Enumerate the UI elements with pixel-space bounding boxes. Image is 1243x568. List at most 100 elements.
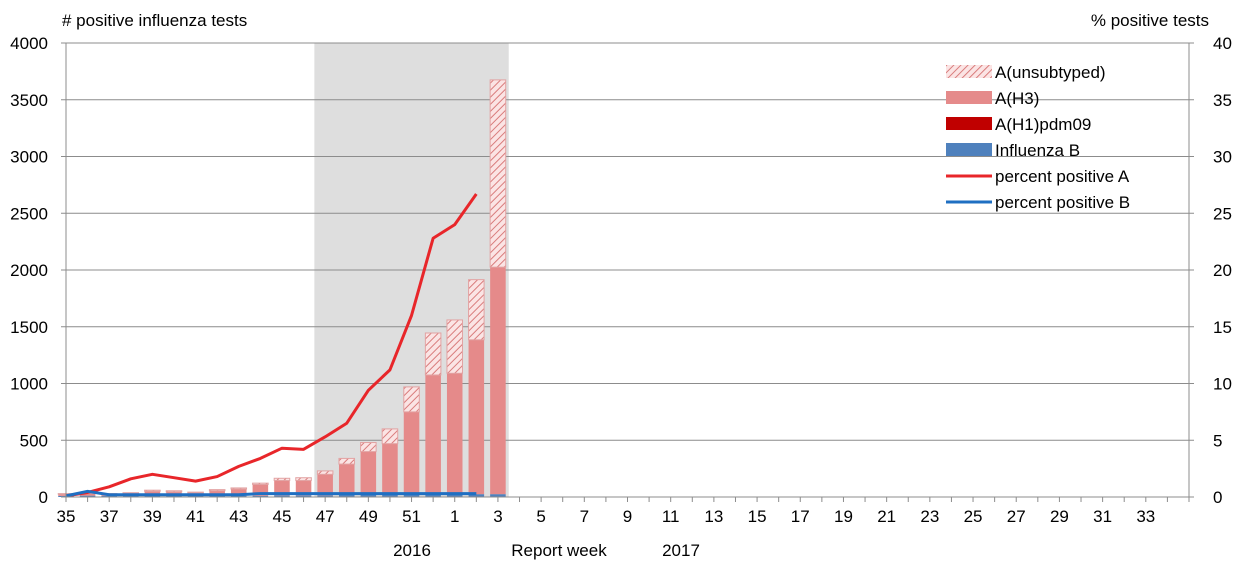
left-tick-label: 1000: [10, 375, 48, 394]
x-tick-label: 31: [1093, 507, 1112, 526]
bar-a-unsubtyped--week-50: [381, 428, 399, 445]
bar-a-h3--week-45: [274, 480, 290, 496]
x-tick-label: 3: [493, 507, 502, 526]
bar-influenza-b-week-51: [403, 494, 420, 497]
left-tick-label: 500: [20, 431, 48, 450]
bar-a-unsubtyped--week-40: [165, 490, 183, 493]
x-tick-label: 23: [920, 507, 939, 526]
bar-influenza-b-week-37: [101, 495, 117, 497]
bar-influenza-b-week-43: [230, 495, 247, 497]
bar-a-unsubtyped--week-47: [316, 470, 334, 475]
bar-a-h3--week-44: [252, 484, 269, 496]
left-tick-label: 2500: [10, 204, 48, 223]
bar-a-unsubtyped--week-43: [230, 487, 248, 490]
x-tick-label: 33: [1136, 507, 1155, 526]
x-tick-label: 15: [748, 507, 767, 526]
bar-influenza-b-week-47: [317, 495, 333, 497]
bar-influenza-b-week-3: [490, 494, 506, 497]
bar-influenza-b-week-50: [382, 494, 398, 497]
x-tick-label: 47: [316, 507, 335, 526]
bar-influenza-b-week-38: [123, 495, 139, 497]
legend-label-a-unsubtyped-: A(unsubtyped): [995, 63, 1106, 82]
bar-a-unsubtyped--week-1: [446, 319, 464, 374]
bar-influenza-b-week-36: [79, 495, 96, 497]
bar-a-h3--week-47: [317, 474, 333, 496]
bar-influenza-b-week-1: [446, 493, 463, 497]
bar-a-unsubtyped--week-44: [252, 482, 269, 486]
right-axis-title: % positive tests: [1091, 11, 1209, 30]
legend-label-influenza-b: Influenza B: [995, 141, 1080, 160]
bar-a-unsubtyped--week-2: [468, 279, 485, 341]
x-tick-label: 25: [964, 507, 983, 526]
right-tick-label: 15: [1213, 318, 1232, 337]
x-tick-label: 29: [1050, 507, 1069, 526]
right-tick-label: 35: [1213, 91, 1232, 110]
bar-a-unsubtyped--week-42: [208, 489, 226, 492]
right-tick-label: 0: [1213, 488, 1222, 507]
x-tick-label: 1: [450, 507, 459, 526]
x-tick-label: 5: [536, 507, 545, 526]
x-tick-label: 7: [580, 507, 589, 526]
bar-influenza-b-week-49: [360, 494, 377, 497]
bar-a-h3--week-48: [338, 464, 355, 495]
year-label-2016: 2016: [393, 541, 431, 560]
x-tick-label: 41: [186, 507, 205, 526]
legend-label-a-h1-pdm09: A(H1)pdm09: [995, 115, 1091, 134]
left-tick-label: 1500: [10, 318, 48, 337]
legend-swatch-influenza-b: [946, 143, 992, 156]
x-tick-label: 35: [57, 507, 76, 526]
legend-label-a-h3-: A(H3): [995, 89, 1039, 108]
bar-a-h3--week-2: [468, 339, 485, 495]
bar-a-unsubtyped--week-41: [187, 491, 204, 494]
bar-a-unsubtyped--week-48: [338, 457, 356, 465]
bar-influenza-b-week-52: [425, 494, 441, 497]
x-tick-label: 19: [834, 507, 853, 526]
left-tick-label: 2000: [10, 261, 48, 280]
left-tick-label: 3500: [10, 91, 48, 110]
x-tick-label: 17: [791, 507, 810, 526]
bar-a-h3--week-52: [425, 374, 441, 495]
bar-a-h3--week-36: [79, 493, 96, 496]
bar-a-unsubtyped--week-39: [144, 489, 161, 492]
x-tick-label: 21: [877, 507, 896, 526]
right-tick-label: 5: [1213, 431, 1222, 450]
right-tick-label: 10: [1213, 375, 1232, 394]
legend-label-percent-positive-a: percent positive A: [995, 167, 1130, 186]
bar-a-h3--week-51: [403, 411, 420, 495]
bar-a-h3--week-49: [360, 451, 377, 495]
bar-influenza-b-week-40: [166, 495, 182, 497]
x-tick-label: 51: [402, 507, 421, 526]
bar-influenza-b-week-46: [295, 495, 312, 497]
bar-influenza-b-week-41: [187, 495, 204, 497]
left-tick-label: 0: [39, 488, 48, 507]
legend-swatch-a-unsubtyped-: [946, 65, 992, 78]
left-axis-title: # positive influenza tests: [62, 11, 247, 30]
legend-swatch-a-h1-pdm09: [946, 117, 992, 130]
left-tick-label: 4000: [10, 34, 48, 53]
right-tick-label: 25: [1213, 204, 1232, 223]
bar-a-unsubtyped--week-3: [489, 79, 507, 268]
legend-swatch-a-h3-: [946, 91, 992, 104]
bar-influenza-b-week-42: [209, 495, 225, 497]
x-tick-label: 43: [229, 507, 248, 526]
bar-a-unsubtyped--week-49: [360, 442, 377, 453]
bar-a-unsubtyped--week-45: [273, 477, 291, 482]
x-tick-label: 27: [1007, 507, 1026, 526]
legend-label-percent-positive-b: percent positive B: [995, 193, 1130, 212]
bar-a-h3--week-46: [295, 480, 312, 496]
x-tick-label: 39: [143, 507, 162, 526]
bar-influenza-b-week-2: [468, 494, 485, 497]
right-tick-label: 30: [1213, 148, 1232, 167]
left-tick-label: 3000: [10, 148, 48, 167]
bar-a-unsubtyped--week-51: [403, 386, 420, 413]
bar-a-h3--week-50: [382, 443, 398, 495]
bar-a-h3--week-43: [230, 489, 247, 496]
bar-influenza-b-week-44: [252, 495, 269, 497]
x-tick-label: 11: [662, 507, 680, 526]
x-tick-label: 9: [623, 507, 632, 526]
bar-a-h3--week-3: [490, 267, 506, 495]
bar-a-unsubtyped--week-52: [424, 332, 442, 376]
right-tick-label: 20: [1213, 261, 1232, 280]
